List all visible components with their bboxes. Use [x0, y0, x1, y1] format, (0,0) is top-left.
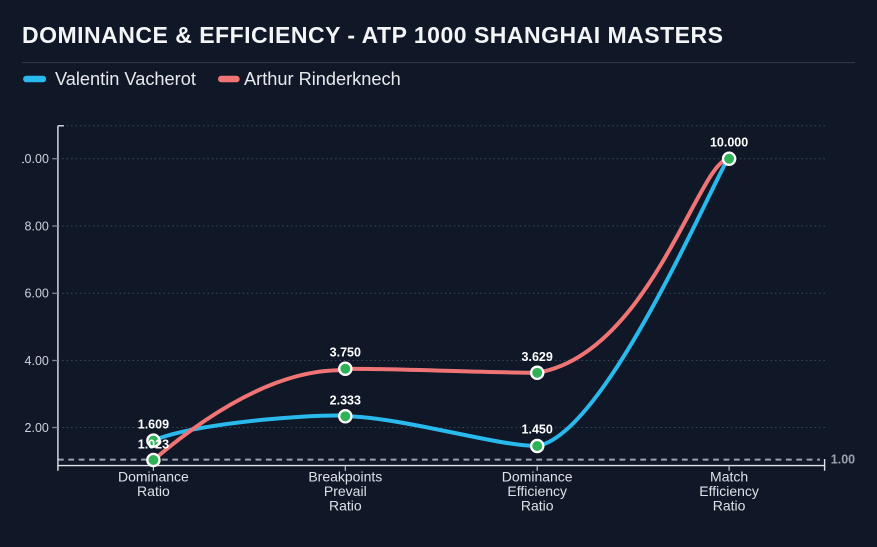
- svg-text:Arthur Rinderknech: Arthur Rinderknech: [244, 69, 401, 89]
- svg-text:1.609: 1.609: [138, 418, 169, 432]
- svg-text:DOMINANCE & EFFICIENCY - ATP 1: DOMINANCE & EFFICIENCY - ATP 1000 SHANGH…: [22, 22, 723, 48]
- svg-text:8.00: 8.00: [25, 219, 49, 233]
- svg-text:10.00: 10.00: [18, 152, 49, 166]
- svg-text:Ratio: Ratio: [713, 498, 746, 514]
- svg-text:Breakpoints: Breakpoints: [308, 469, 382, 485]
- svg-text:Efficiency: Efficiency: [699, 483, 759, 499]
- svg-text:Efficiency: Efficiency: [507, 483, 567, 499]
- svg-text:1.023: 1.023: [138, 437, 169, 451]
- svg-text:6.00: 6.00: [25, 287, 49, 301]
- svg-text:3.750: 3.750: [330, 346, 361, 360]
- svg-text:4.00: 4.00: [25, 354, 49, 368]
- svg-text:Ratio: Ratio: [329, 498, 362, 514]
- svg-text:1.00: 1.00: [831, 453, 855, 467]
- svg-text:10.000: 10.000: [710, 136, 748, 150]
- svg-text:1.450: 1.450: [522, 423, 553, 437]
- svg-text:3.629: 3.629: [522, 350, 553, 364]
- svg-text:2.333: 2.333: [330, 393, 361, 407]
- svg-text:Prevail: Prevail: [324, 483, 367, 499]
- svg-text:Dominance: Dominance: [118, 469, 189, 485]
- svg-text:Ratio: Ratio: [137, 483, 170, 499]
- svg-text:Valentin Vacherot: Valentin Vacherot: [55, 69, 196, 89]
- svg-text:Ratio: Ratio: [521, 498, 554, 514]
- svg-text:Match: Match: [710, 469, 748, 485]
- svg-text:2.00: 2.00: [25, 421, 49, 435]
- svg-text:Dominance: Dominance: [502, 469, 573, 485]
